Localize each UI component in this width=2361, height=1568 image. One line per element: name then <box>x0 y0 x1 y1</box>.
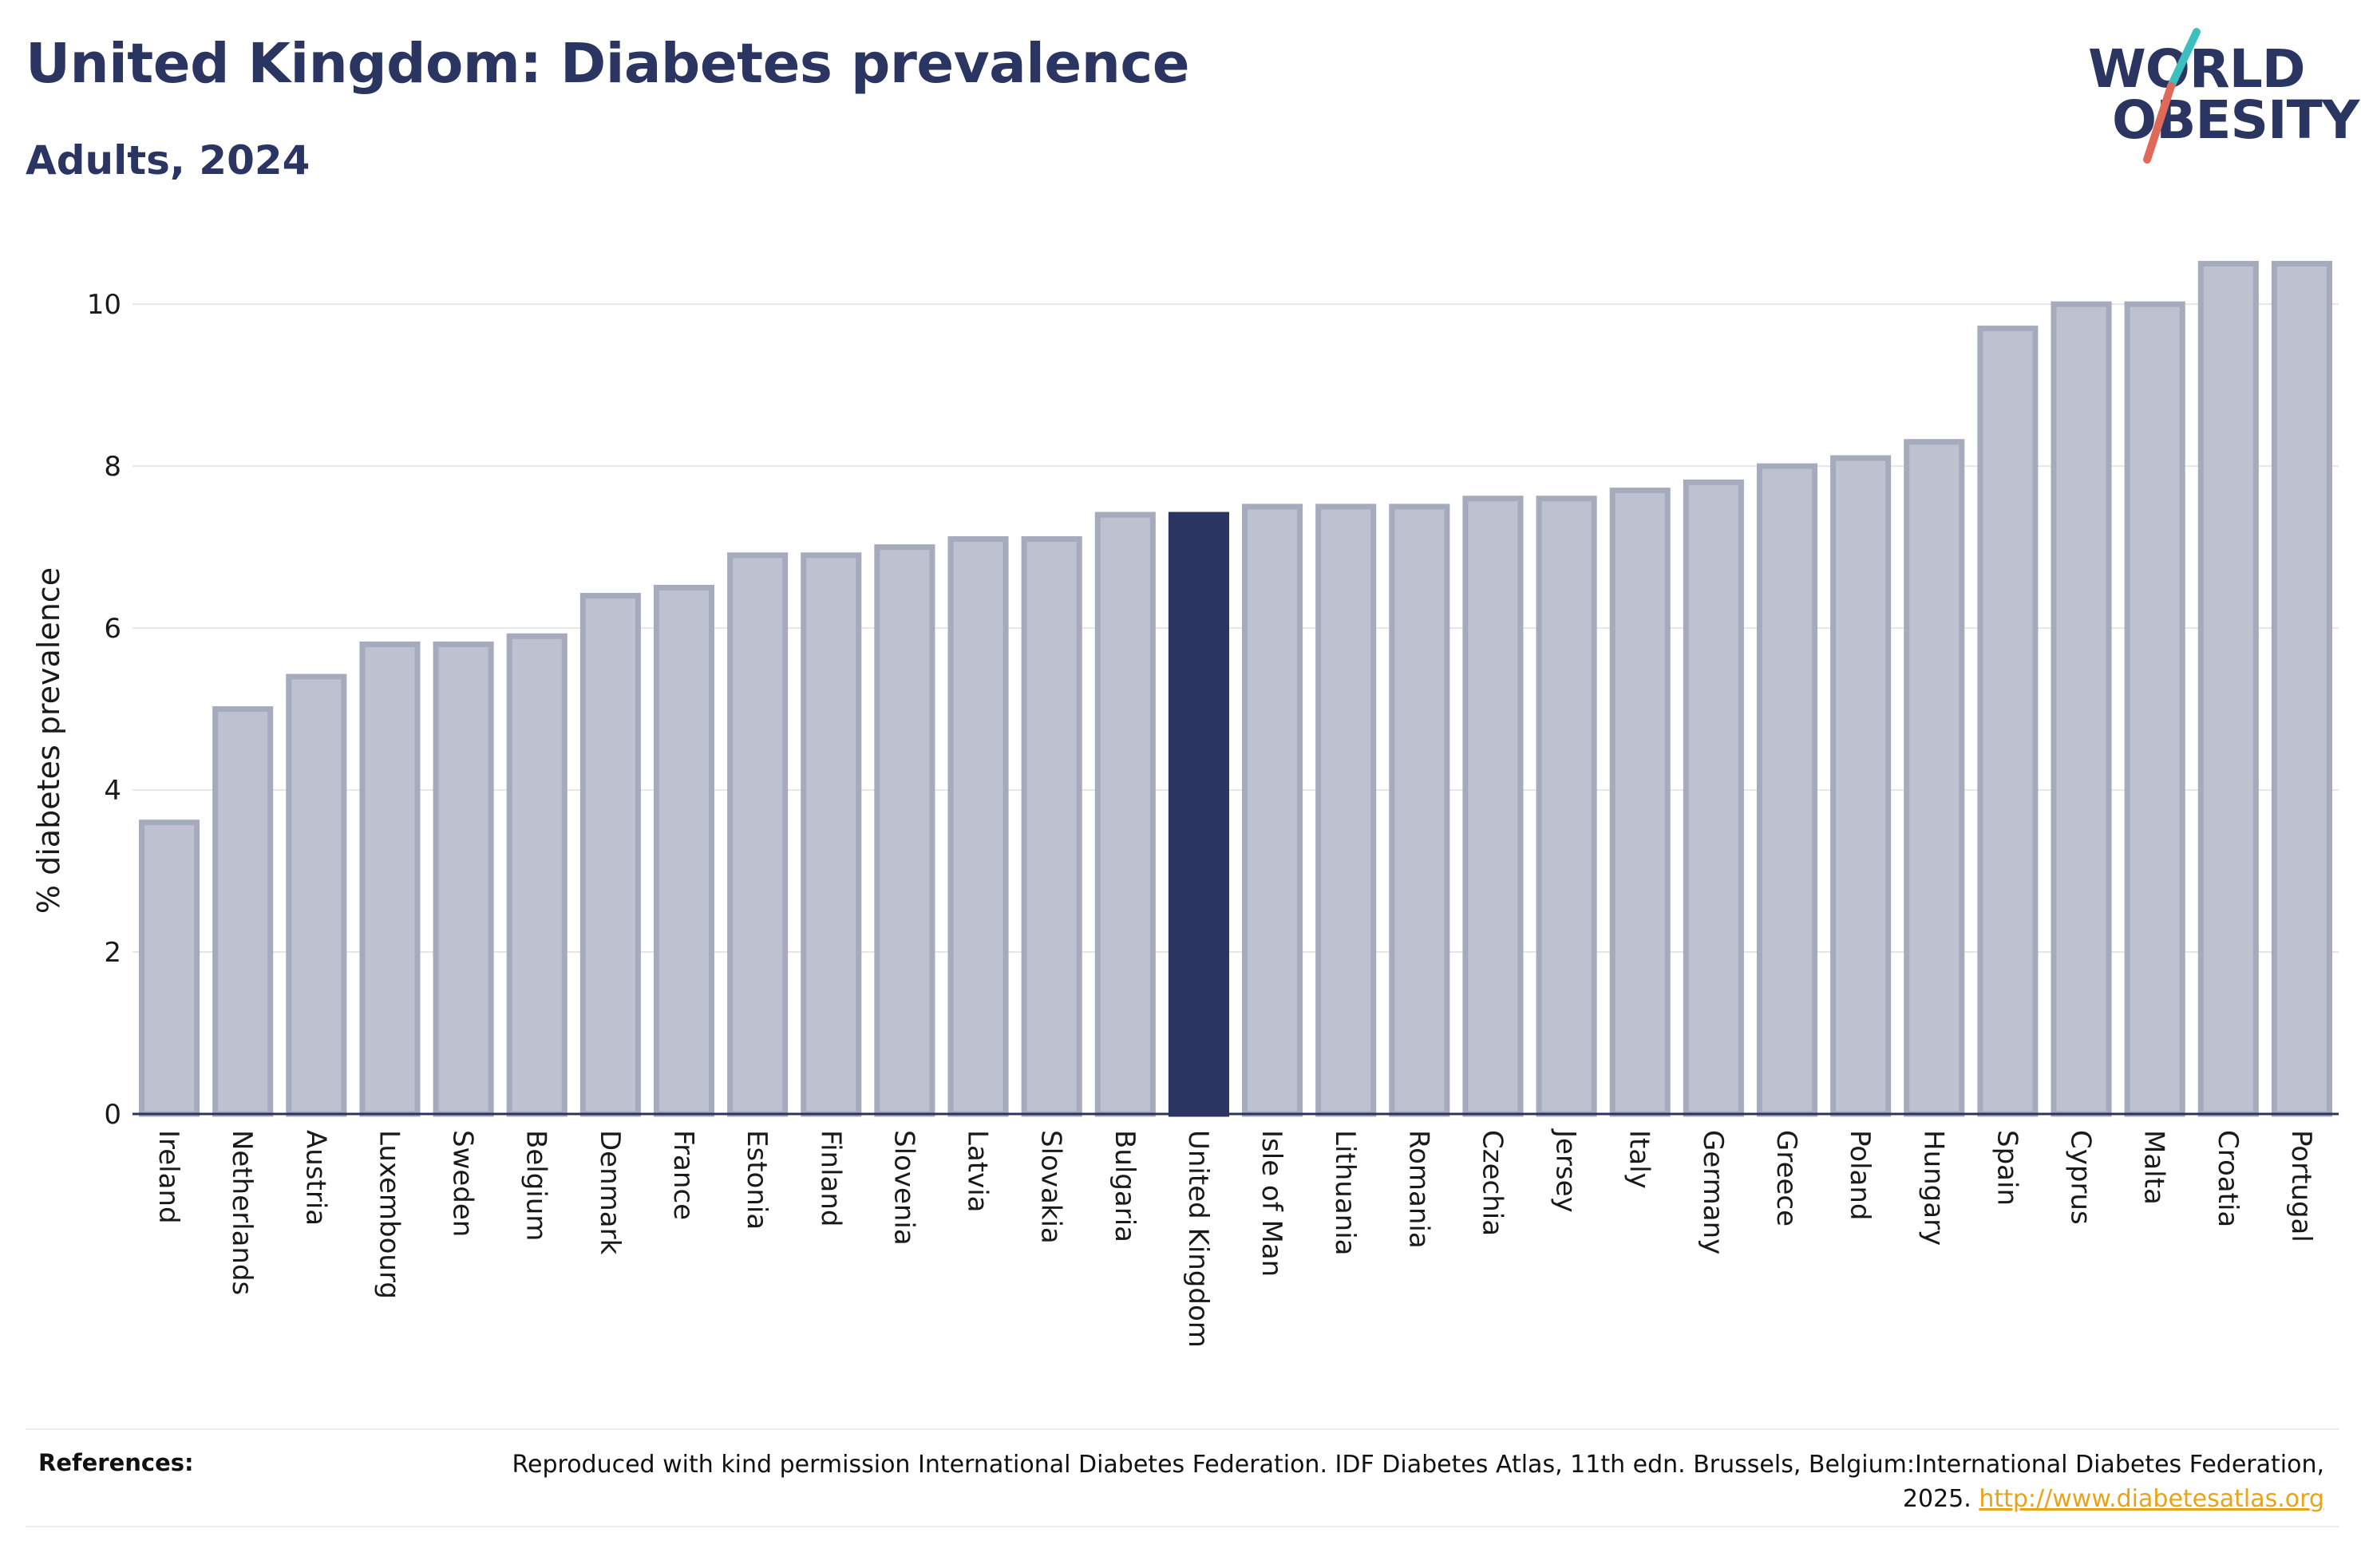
x-tick-label: Poland <box>1844 1130 1876 1221</box>
bar <box>1242 504 1303 1117</box>
bar <box>1094 511 1156 1117</box>
x-tick-label: France <box>667 1130 699 1220</box>
bar <box>947 535 1009 1117</box>
x-tick-label: Germany <box>1697 1130 1729 1254</box>
x-tick-label: United Kingdom <box>1182 1130 1214 1348</box>
bar <box>2051 301 2112 1117</box>
x-tick-label: Estonia <box>741 1130 773 1230</box>
x-tick-label: Italy <box>1623 1130 1655 1189</box>
bar <box>359 641 421 1117</box>
x-tick-label: Cyprus <box>2065 1130 2097 1225</box>
bar <box>433 641 494 1117</box>
x-tick-label: Spain <box>1991 1130 2023 1206</box>
x-tick-label: Netherlands <box>226 1130 258 1295</box>
bar <box>1683 479 1744 1117</box>
y-axis-title: % diabetes prevalence <box>31 567 66 914</box>
x-tick-label: Greece <box>1770 1130 1802 1226</box>
bar <box>1462 496 1524 1117</box>
bar <box>286 673 347 1117</box>
bar <box>653 584 715 1117</box>
x-tick-label: Austria <box>299 1130 331 1226</box>
bar <box>727 552 789 1117</box>
footer-divider-bottom <box>26 1526 2339 1527</box>
bar <box>139 820 200 1117</box>
y-tick-label: 6 <box>104 613 121 645</box>
bar <box>1315 504 1377 1117</box>
bars <box>139 260 2332 1117</box>
x-tick-label: Bulgaria <box>1109 1130 1141 1242</box>
bar <box>1609 488 1671 1117</box>
x-tick-label: Jersey <box>1550 1128 1582 1213</box>
x-tick-label: Luxembourg <box>373 1130 405 1299</box>
y-tick-label: 4 <box>104 775 121 807</box>
bar-chart: 0 2 4 6 8 10 Ireland Netherlands Austria Luxembo… <box>31 260 2339 1348</box>
x-tick-label: Lithuania <box>1329 1130 1361 1255</box>
bar <box>579 593 641 1117</box>
y-tick-label: 0 <box>104 1099 121 1131</box>
references-text: Reproduced with kind permission Internat… <box>488 1448 2324 1516</box>
x-tick-label: Finland <box>814 1130 846 1227</box>
footer-divider-top <box>26 1428 2339 1430</box>
x-tick-label: Belgium <box>520 1130 552 1241</box>
x-tick-label: Portugal <box>2285 1130 2317 1242</box>
logo-slash-icon <box>2143 28 2201 164</box>
x-tick-label: Ireland <box>152 1130 184 1224</box>
references-body: Reproduced with kind permission Internat… <box>512 1451 2324 1513</box>
bar <box>1830 455 1892 1117</box>
x-tick-label: Romania <box>1402 1130 1434 1249</box>
y-tick-label: 10 <box>87 289 121 321</box>
axes: 0 2 4 6 8 10 <box>87 289 2339 1131</box>
bar <box>2124 301 2185 1117</box>
category-labels: Ireland Netherlands Austria Luxembourg Swede… <box>152 1128 2317 1348</box>
bar <box>506 633 568 1117</box>
world-obesity-logo: WORLD OBESITY <box>2083 24 2359 168</box>
references-label: References: <box>38 1449 194 1476</box>
x-tick-label: Croatia <box>2212 1130 2244 1227</box>
bar <box>1021 535 1082 1117</box>
bar-highlight <box>1168 511 1229 1117</box>
x-tick-label: Slovakia <box>1035 1130 1067 1244</box>
chart-subtitle: Adults, 2024 <box>26 137 310 184</box>
bar <box>874 544 935 1117</box>
x-tick-label: Sweden <box>447 1130 479 1237</box>
x-tick-label: Isle of Man <box>1256 1130 1287 1277</box>
y-tick-label: 8 <box>104 451 121 483</box>
bar <box>1389 504 1450 1117</box>
bar <box>1536 496 1597 1117</box>
bar <box>2197 260 2259 1117</box>
logo-line-world: WORLD <box>2088 38 2306 100</box>
references-link[interactable]: http://www.diabetesatlas.org <box>1979 1485 2324 1513</box>
bar <box>212 706 274 1117</box>
bar <box>1977 326 2039 1117</box>
bar <box>2271 260 2332 1117</box>
x-tick-label: Malta <box>2138 1130 2170 1205</box>
bar <box>1904 439 1965 1117</box>
x-tick-label: Latvia <box>962 1130 994 1213</box>
y-tick-label: 2 <box>104 937 121 969</box>
bar <box>1756 463 1818 1117</box>
chart-title: United Kingdom: Diabetes prevalence <box>26 32 1190 96</box>
x-tick-label: Czechia <box>1476 1130 1508 1236</box>
bar <box>801 552 862 1117</box>
x-tick-label: Hungary <box>1917 1130 1949 1246</box>
x-tick-label: Slovenia <box>888 1130 919 1246</box>
x-tick-label: Denmark <box>594 1130 626 1255</box>
